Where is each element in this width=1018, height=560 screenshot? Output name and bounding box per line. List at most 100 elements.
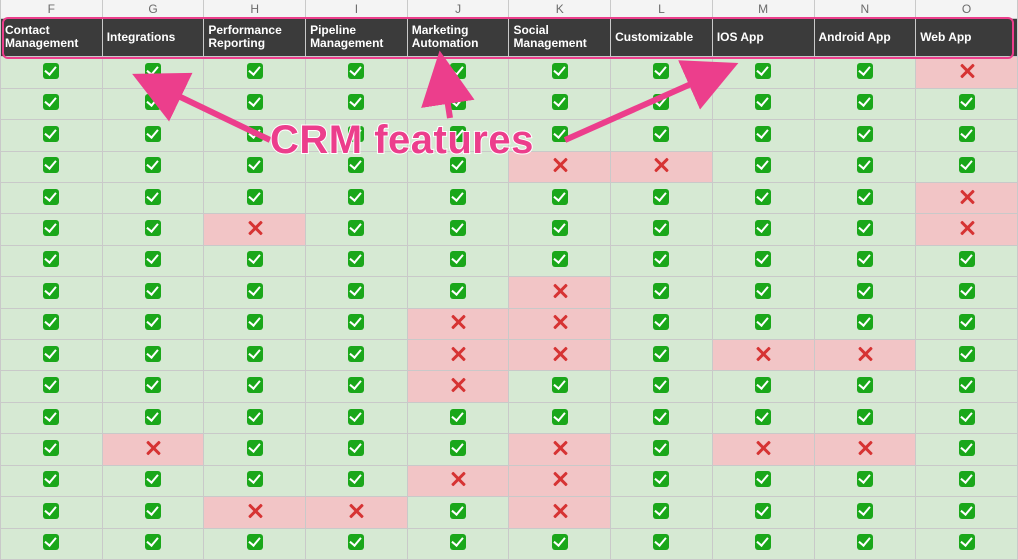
feature-yes-cell[interactable]: [102, 120, 204, 151]
feature-yes-cell[interactable]: [306, 371, 408, 402]
feature-yes-cell[interactable]: [916, 528, 1018, 559]
feature-yes-cell[interactable]: [712, 182, 814, 213]
feature-yes-cell[interactable]: [1, 371, 103, 402]
feature-yes-cell[interactable]: [204, 277, 306, 308]
feature-yes-cell[interactable]: [611, 402, 713, 433]
column-letter[interactable]: K: [509, 0, 611, 18]
feature-yes-cell[interactable]: [102, 340, 204, 371]
feature-yes-cell[interactable]: [102, 528, 204, 559]
feature-yes-cell[interactable]: [712, 151, 814, 182]
feature-yes-cell[interactable]: [509, 88, 611, 119]
feature-yes-cell[interactable]: [204, 182, 306, 213]
feature-yes-cell[interactable]: [306, 57, 408, 88]
feature-yes-cell[interactable]: [712, 88, 814, 119]
feature-yes-cell[interactable]: [102, 402, 204, 433]
feature-yes-cell[interactable]: [407, 528, 509, 559]
feature-yes-cell[interactable]: [306, 308, 408, 339]
feature-yes-cell[interactable]: [916, 497, 1018, 528]
feature-yes-cell[interactable]: [306, 151, 408, 182]
feature-yes-cell[interactable]: [204, 371, 306, 402]
feature-yes-cell[interactable]: [712, 245, 814, 276]
column-letter[interactable]: M: [712, 0, 814, 18]
feature-yes-cell[interactable]: [306, 214, 408, 245]
column-letter[interactable]: G: [102, 0, 204, 18]
feature-yes-cell[interactable]: [204, 245, 306, 276]
column-header[interactable]: Customizable: [611, 18, 713, 57]
feature-yes-cell[interactable]: [102, 88, 204, 119]
feature-yes-cell[interactable]: [1, 528, 103, 559]
column-letter[interactable]: L: [611, 0, 713, 18]
feature-yes-cell[interactable]: [712, 497, 814, 528]
feature-yes-cell[interactable]: [611, 465, 713, 496]
feature-yes-cell[interactable]: [407, 245, 509, 276]
feature-yes-cell[interactable]: [712, 402, 814, 433]
column-letter[interactable]: O: [916, 0, 1018, 18]
feature-no-cell[interactable]: [204, 497, 306, 528]
feature-yes-cell[interactable]: [102, 214, 204, 245]
feature-no-cell[interactable]: [407, 340, 509, 371]
feature-yes-cell[interactable]: [204, 57, 306, 88]
column-header[interactable]: Marketing Automation: [407, 18, 509, 57]
feature-yes-cell[interactable]: [611, 497, 713, 528]
feature-yes-cell[interactable]: [814, 120, 916, 151]
column-header[interactable]: Social Management: [509, 18, 611, 57]
feature-yes-cell[interactable]: [611, 434, 713, 465]
feature-yes-cell[interactable]: [306, 340, 408, 371]
feature-yes-cell[interactable]: [611, 57, 713, 88]
feature-yes-cell[interactable]: [204, 402, 306, 433]
feature-yes-cell[interactable]: [611, 277, 713, 308]
column-header[interactable]: Android App: [814, 18, 916, 57]
feature-yes-cell[interactable]: [204, 340, 306, 371]
feature-yes-cell[interactable]: [916, 465, 1018, 496]
feature-yes-cell[interactable]: [509, 120, 611, 151]
feature-yes-cell[interactable]: [407, 120, 509, 151]
spreadsheet-grid[interactable]: FGHIJKLMNO Contact ManagementIntegration…: [0, 0, 1018, 560]
column-letter[interactable]: F: [1, 0, 103, 18]
feature-yes-cell[interactable]: [1, 465, 103, 496]
feature-yes-cell[interactable]: [611, 340, 713, 371]
feature-yes-cell[interactable]: [204, 151, 306, 182]
feature-yes-cell[interactable]: [611, 308, 713, 339]
feature-yes-cell[interactable]: [102, 371, 204, 402]
feature-no-cell[interactable]: [509, 465, 611, 496]
feature-yes-cell[interactable]: [407, 214, 509, 245]
feature-yes-cell[interactable]: [204, 434, 306, 465]
feature-yes-cell[interactable]: [204, 88, 306, 119]
feature-yes-cell[interactable]: [611, 245, 713, 276]
feature-yes-cell[interactable]: [814, 465, 916, 496]
column-header[interactable]: Web App: [916, 18, 1018, 57]
feature-yes-cell[interactable]: [712, 528, 814, 559]
column-header[interactable]: IOS App: [712, 18, 814, 57]
feature-yes-cell[interactable]: [1, 402, 103, 433]
feature-yes-cell[interactable]: [916, 88, 1018, 119]
feature-yes-cell[interactable]: [509, 402, 611, 433]
feature-yes-cell[interactable]: [407, 57, 509, 88]
feature-yes-cell[interactable]: [407, 402, 509, 433]
feature-yes-cell[interactable]: [102, 245, 204, 276]
feature-yes-cell[interactable]: [814, 57, 916, 88]
feature-yes-cell[interactable]: [407, 182, 509, 213]
feature-yes-cell[interactable]: [204, 308, 306, 339]
feature-yes-cell[interactable]: [1, 151, 103, 182]
feature-yes-cell[interactable]: [509, 214, 611, 245]
feature-yes-cell[interactable]: [306, 402, 408, 433]
feature-yes-cell[interactable]: [1, 88, 103, 119]
feature-yes-cell[interactable]: [204, 528, 306, 559]
feature-yes-cell[interactable]: [102, 151, 204, 182]
feature-yes-cell[interactable]: [306, 120, 408, 151]
feature-yes-cell[interactable]: [814, 308, 916, 339]
feature-yes-cell[interactable]: [306, 277, 408, 308]
feature-yes-cell[interactable]: [712, 57, 814, 88]
feature-no-cell[interactable]: [306, 497, 408, 528]
feature-yes-cell[interactable]: [1, 57, 103, 88]
feature-yes-cell[interactable]: [712, 214, 814, 245]
feature-yes-cell[interactable]: [509, 245, 611, 276]
feature-yes-cell[interactable]: [814, 151, 916, 182]
feature-yes-cell[interactable]: [814, 88, 916, 119]
feature-yes-cell[interactable]: [1, 340, 103, 371]
feature-yes-cell[interactable]: [1, 434, 103, 465]
feature-yes-cell[interactable]: [509, 57, 611, 88]
feature-yes-cell[interactable]: [712, 371, 814, 402]
feature-yes-cell[interactable]: [611, 88, 713, 119]
feature-yes-cell[interactable]: [1, 120, 103, 151]
